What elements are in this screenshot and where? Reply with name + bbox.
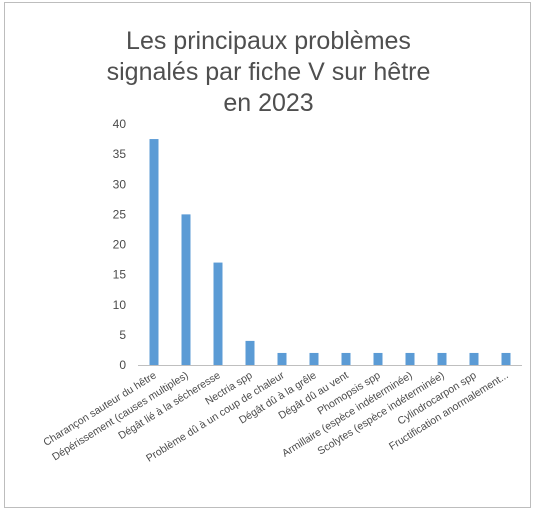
chart-title-line-3: en 2023	[223, 89, 314, 117]
y-tick-label: 25	[113, 207, 127, 221]
bar	[277, 352, 287, 365]
bar	[181, 214, 191, 365]
chart-title-line-1: Les principaux problèmes	[126, 27, 411, 55]
x-axis-labels: Charançon sauteur du hêtreDépérissement …	[41, 369, 510, 465]
bar	[341, 352, 351, 365]
y-tick-label: 5	[119, 328, 126, 342]
bar	[213, 262, 223, 365]
bar	[405, 352, 415, 365]
chart-title: Les principaux problèmes signalés par fi…	[0, 26, 537, 119]
bar	[245, 340, 255, 365]
bar	[501, 352, 511, 365]
y-tick-label: 0	[119, 358, 126, 372]
bar	[373, 352, 383, 365]
bar	[469, 352, 479, 365]
y-axis-ticks: 0 5 10 15 20 25 30 35 40	[113, 117, 127, 372]
y-tick-label: 40	[113, 117, 127, 131]
y-tick-label: 20	[113, 238, 127, 252]
y-tick-label: 15	[113, 268, 127, 282]
bar	[309, 352, 319, 365]
y-tick-label: 30	[113, 177, 127, 191]
y-tick-label: 10	[113, 298, 127, 312]
bars	[149, 139, 511, 365]
chart-frame	[4, 2, 531, 508]
bar	[149, 139, 159, 365]
chart-title-line-2: signalés par fiche V sur hêtre	[106, 58, 431, 86]
y-tick-label: 35	[113, 147, 127, 161]
bar	[437, 352, 447, 365]
